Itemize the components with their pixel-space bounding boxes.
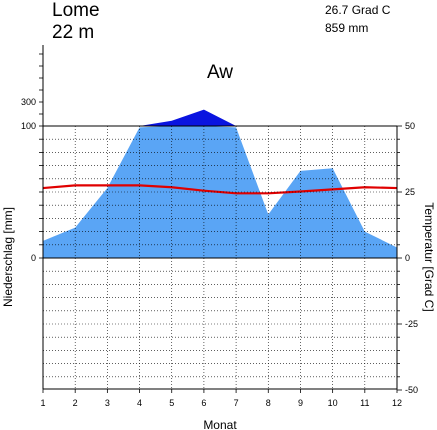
- month-label: 8: [266, 398, 271, 408]
- mean-temperature: 26.7 Grad C: [325, 3, 391, 17]
- month-label: 6: [201, 398, 206, 408]
- month-label: 2: [73, 398, 78, 408]
- month-label: 9: [298, 398, 303, 408]
- precip-tick-label: 300: [21, 97, 36, 107]
- temperature-tick-label: 50: [405, 121, 415, 131]
- precipitation-excess-area: [43, 109, 397, 126]
- month-label: 12: [392, 398, 402, 408]
- precip-tick-label: 100: [21, 121, 36, 131]
- month-label: 4: [137, 398, 142, 408]
- station-elevation: 22 m: [52, 22, 94, 43]
- climate-class-title: Aw: [207, 62, 233, 83]
- month-label: 10: [328, 398, 338, 408]
- annual-precipitation: 859 mm: [325, 21, 368, 35]
- temperature-tick-label: -25: [405, 319, 418, 329]
- temperature-tick-label: 0: [405, 253, 410, 263]
- temperature-tick-label: -50: [405, 385, 418, 395]
- y-axis-right-label: Temperatur [Grad C]: [422, 202, 436, 311]
- temperature-tick-label: 25: [405, 187, 415, 197]
- station-name: Lome: [52, 0, 100, 21]
- month-label: 7: [234, 398, 239, 408]
- x-axis-label: Monat: [203, 418, 237, 430]
- y-axis-left-label: Niederschlag [mm]: [1, 207, 15, 307]
- month-label: 5: [169, 398, 174, 408]
- month-label: 11: [360, 398, 369, 408]
- month-label: 1: [40, 398, 45, 408]
- precip-tick-label: 0: [31, 253, 36, 263]
- month-label: 3: [105, 398, 110, 408]
